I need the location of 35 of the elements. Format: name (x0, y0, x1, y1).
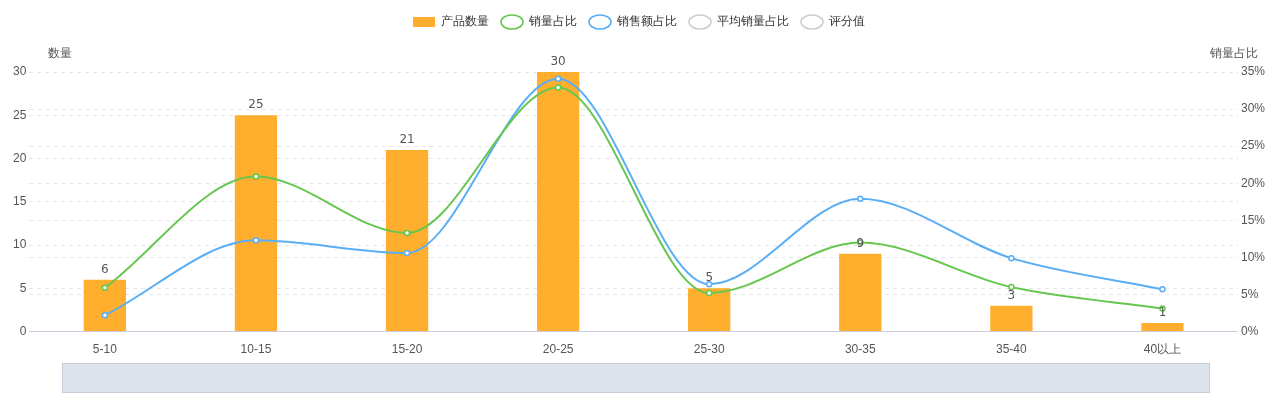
x-tick-label: 5-10 (92, 342, 118, 357)
y-tick-label: 30 (12, 64, 27, 79)
y-tick-label: 25 (12, 107, 27, 122)
y-tick-label: 15 (12, 194, 27, 209)
x-tick-label: 40以上 (1143, 342, 1182, 357)
x-tick-label: 35-40 (996, 342, 1028, 357)
legend-label: 产品数量 (441, 14, 489, 29)
y-tick-label: 10 (12, 237, 27, 252)
y-tick-label: 0 (19, 323, 27, 338)
y2-tick-label: 35% (1240, 64, 1266, 79)
y2-tick-label: 30% (1240, 101, 1266, 116)
data-label: 30 (550, 54, 566, 69)
data-label: 6 (101, 261, 109, 276)
x-tick-label: 25-30 (693, 342, 725, 357)
y-tick-label: 20 (12, 150, 27, 165)
y2-tick-label: 20% (1240, 175, 1266, 190)
legend-label: 平均销量占比 (717, 14, 789, 29)
y2-tick-label: 0% (1240, 323, 1259, 338)
y2-tick-label: 5% (1240, 286, 1259, 301)
y2-tick-label: 25% (1240, 138, 1266, 153)
legend-label: 评分值 (829, 14, 865, 29)
y2-axis-title: 销量占比 (1209, 46, 1258, 61)
data-label: 21 (399, 132, 415, 147)
legend-label: 销量占比 (528, 14, 577, 29)
y-axis-title: 数量 (48, 46, 72, 61)
y2-tick-label: 15% (1240, 212, 1266, 227)
x-tick-label: 10-15 (240, 342, 272, 357)
data-label: 3 (1007, 287, 1016, 302)
y2-tick-label: 10% (1240, 249, 1266, 264)
y-tick-label: 5 (19, 280, 27, 295)
x-tick-label: 15-20 (391, 342, 423, 357)
legend-label: 销售额占比 (616, 14, 677, 29)
x-tick-label: 20-25 (542, 342, 574, 357)
data-label: 25 (248, 97, 264, 112)
x-tick-label: 30-35 (844, 342, 876, 357)
